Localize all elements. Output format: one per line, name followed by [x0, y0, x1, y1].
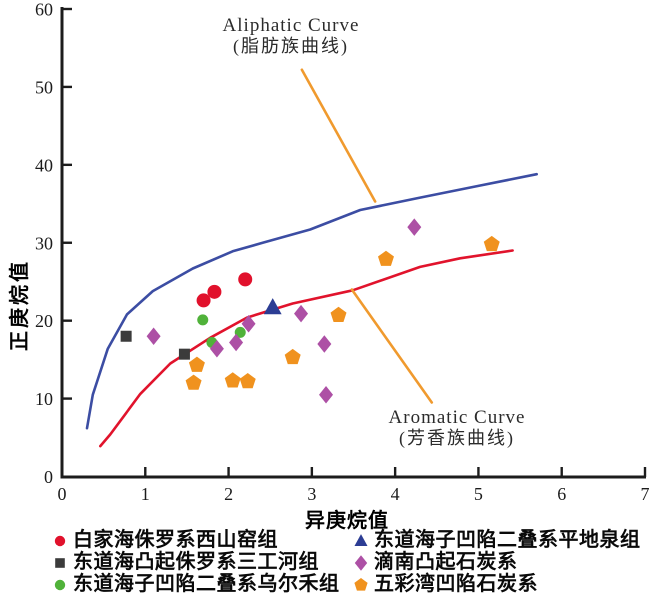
aromatic-leader-line [350, 288, 434, 404]
legend-marker-diamond-icon [354, 554, 368, 571]
data-point-pentagon [224, 372, 241, 388]
legend-item: 五彩湾凹陷石炭系 [351, 573, 648, 594]
legend-marker-triangle-icon [354, 533, 368, 546]
legend-marker-circle-icon [54, 535, 66, 546]
aliphatic-curve [85, 172, 538, 430]
x-tick-label: 0 [58, 484, 67, 504]
legend-item: 滴南凸起石炭系 [351, 551, 648, 572]
y-axis-title: 正庚烷值 [7, 259, 31, 351]
data-point-diamond [229, 333, 244, 352]
aromatic-curve-annotation-en: Aromatic Curve [388, 407, 526, 428]
aliphatic-curve-annotation: Aliphatic Curve (脂肪族曲线) [166, 15, 416, 57]
data-point-pentagon [185, 374, 202, 390]
legend-marker-circle-icon [54, 579, 66, 590]
y-tick-label: 30 [35, 233, 53, 253]
y-tick-label: 20 [35, 311, 53, 331]
legend-label: 东道海凸起侏罗系三工河组 [73, 549, 319, 573]
data-point-pentagon [188, 356, 205, 372]
aromatic-curve-annotation: Aromatic Curve (芳香族曲线) [332, 407, 582, 449]
y-tick-label: 0 [44, 467, 53, 487]
x-tick-label: 1 [141, 484, 150, 504]
x-tick-label: 7 [641, 484, 650, 504]
data-point-diamond [209, 339, 224, 358]
data-point-diamond [241, 315, 256, 333]
legend-item: 东道海子凹陷二叠系乌尔禾组 [50, 573, 351, 594]
data-point-diamond [146, 327, 161, 345]
legend-item: 白家海侏罗系西山窑组 [50, 529, 351, 550]
data-point-circle [197, 314, 209, 326]
data-point-diamond [407, 218, 422, 236]
y-tick-label: 60 [35, 0, 53, 20]
legend-item: 东道海凸起侏罗系三工河组 [50, 551, 351, 572]
y-tick-label: 40 [35, 155, 53, 175]
data-point-circle [234, 326, 246, 338]
x-tick-label: 5 [474, 484, 483, 504]
y-tick-label: 50 [35, 77, 53, 97]
legend-item: 东道海子凹陷二叠系平地泉组 [351, 529, 648, 550]
data-point-pentagon [377, 250, 394, 266]
legend-label: 东道海子凹陷二叠系乌尔禾组 [73, 571, 340, 595]
legend-label: 白家海侏罗系西山窑组 [73, 527, 278, 551]
data-point-square [120, 330, 132, 342]
x-tick-label: 2 [224, 484, 233, 504]
data-point-pentagon [239, 373, 256, 389]
x-tick-label: 4 [391, 484, 400, 504]
y-tick-label: 10 [35, 389, 53, 409]
aromatic-curve-annotation-zh: (芳香族曲线) [399, 428, 515, 448]
data-point-diamond [317, 335, 332, 353]
aliphatic-curve-annotation-en: Aliphatic Curve [222, 15, 360, 36]
chart-legend: 白家海侏罗系西山窑组 东道海子凹陷二叠系平地泉组东道海凸起侏罗系三工河组 滴南凸起石… [50, 529, 648, 594]
data-point-pentagon [284, 348, 301, 365]
legend-label: 东道海子凹陷二叠系平地泉组 [374, 527, 641, 551]
data-point-circle [207, 284, 222, 299]
data-point-pentagon [483, 235, 500, 252]
legend-marker-pentagon-icon [354, 577, 368, 591]
x-tick-label: 3 [307, 484, 316, 504]
legend-label: 滴南凸起石炭系 [374, 549, 518, 573]
legend-label: 五彩湾凹陷石炭系 [374, 571, 538, 595]
legend-marker-square-icon [55, 557, 65, 568]
aliphatic-curve-annotation-zh: (脂肪族曲线) [233, 36, 349, 56]
data-point-diamond [294, 304, 309, 323]
aliphatic-leader-line [300, 68, 377, 203]
data-point-triangle [263, 298, 282, 315]
data-point-circle [196, 293, 211, 308]
data-point-square [178, 348, 190, 360]
x-axis-title: 异庚烷值 [305, 508, 389, 532]
data-point-circle [238, 272, 253, 287]
x-tick-label: 6 [557, 484, 566, 504]
data-point-diamond [319, 385, 334, 404]
data-point-pentagon [330, 306, 347, 323]
